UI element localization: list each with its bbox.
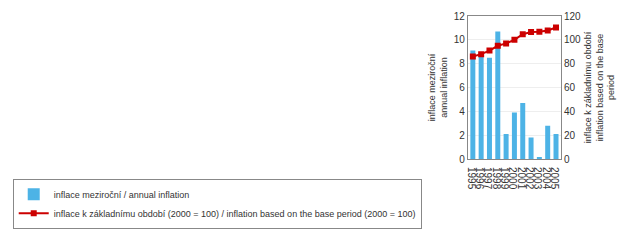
svg-text:100: 100 (564, 34, 581, 45)
svg-text:2003: 2003 (532, 167, 543, 190)
svg-text:inflace k základnímu obdobíinf: inflace k základnímu obdobíinflation bas… (583, 31, 616, 143)
svg-text:1998: 1998 (491, 167, 502, 190)
svg-text:8: 8 (459, 58, 465, 69)
svg-text:inflace meziročníannual inflat: inflace meziročníannual inflation (427, 53, 449, 121)
svg-text:2005: 2005 (549, 167, 560, 190)
svg-text:1996: 1996 (474, 167, 485, 190)
svg-text:20: 20 (564, 130, 576, 141)
svg-text:10: 10 (454, 34, 466, 45)
svg-text:2000: 2000 (507, 167, 518, 190)
svg-text:inflace meziroční / annual inf: inflace meziroční / annual inflation (54, 190, 190, 200)
svg-text:80: 80 (564, 58, 576, 69)
svg-text:inflace k základnímu období (2: inflace k základnímu období (2000 = 100)… (54, 209, 416, 219)
svg-text:6: 6 (459, 82, 465, 93)
svg-text:120: 120 (564, 11, 581, 22)
svg-text:2: 2 (459, 130, 465, 141)
svg-text:1995: 1995 (466, 167, 477, 190)
svg-text:2004: 2004 (541, 167, 552, 190)
svg-text:0: 0 (459, 154, 465, 165)
svg-text:0: 0 (564, 154, 570, 165)
svg-text:1997: 1997 (482, 167, 493, 190)
svg-text:60: 60 (564, 82, 576, 93)
svg-text:4: 4 (459, 106, 465, 117)
svg-text:2001: 2001 (516, 167, 527, 190)
svg-text:12: 12 (454, 11, 466, 22)
svg-text:1999: 1999 (499, 167, 510, 190)
svg-text:40: 40 (564, 106, 576, 117)
svg-text:2002: 2002 (524, 167, 535, 190)
